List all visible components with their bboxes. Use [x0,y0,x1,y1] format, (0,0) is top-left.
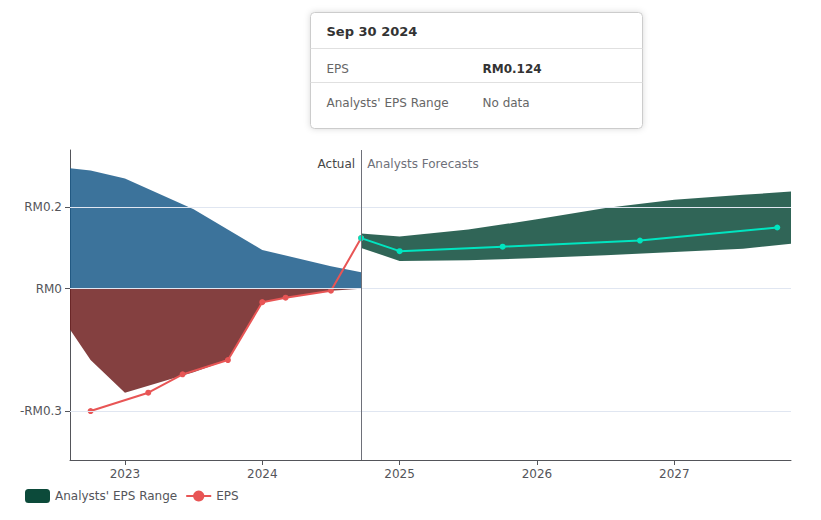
svg-text:No data: No data [483,96,530,110]
svg-text:2026: 2026 [522,467,553,481]
svg-text:EPS: EPS [216,489,238,503]
svg-text:Analysts' EPS Range: Analysts' EPS Range [55,489,177,503]
svg-text:Analysts Forecasts: Analysts Forecasts [367,157,479,171]
svg-text:RM0: RM0 [36,282,62,296]
svg-text:Sep 30 2024: Sep 30 2024 [327,24,418,39]
svg-text:-RM0.3: -RM0.3 [20,404,62,418]
svg-text:Analysts' EPS Range: Analysts' EPS Range [327,96,449,110]
svg-text:2025: 2025 [384,467,415,481]
svg-text:2027: 2027 [659,467,690,481]
svg-text:RM0.2: RM0.2 [24,200,62,214]
svg-text:Actual: Actual [318,157,356,171]
svg-text:2024: 2024 [247,467,278,481]
svg-text:2023: 2023 [110,467,141,481]
svg-text:EPS: EPS [327,62,349,76]
svg-text:RM0.124: RM0.124 [483,62,542,76]
